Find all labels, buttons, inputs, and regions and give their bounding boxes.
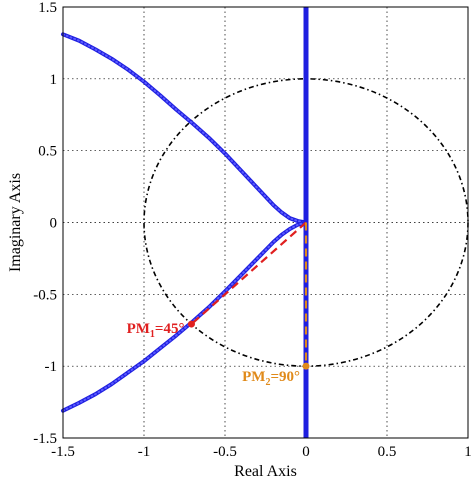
y-axis-label: Imaginary Axis [7, 173, 24, 272]
y-tick-label: 1 [50, 72, 58, 88]
pm-label-1: PM1=45° [127, 321, 185, 340]
y-tick-label: 1.5 [38, 0, 57, 16]
series-dots-0 [62, 33, 307, 224]
y-tick-label: -0.5 [33, 287, 57, 303]
x-tick-label: -1 [138, 444, 151, 460]
x-tick-label: 0 [302, 444, 310, 460]
y-tick-label: 0 [50, 216, 58, 232]
pm-label-2: PM2=90° [242, 369, 300, 388]
tick-labels: -1.5 -1 -0.5 0 0.5 1 -1.5 -1 -0.5 0 0.5 1 1.5 [33, 0, 472, 460]
grid [63, 7, 468, 438]
pm-marker-1 [187, 320, 195, 328]
pm-line-1 [190, 221, 307, 325]
plot-frame [62, 6, 469, 439]
annotations: PM1=45° PM2=90° [127, 320, 310, 388]
x-tick-label: 0.5 [378, 444, 397, 460]
pm-marker-2 [302, 362, 310, 370]
phase-margin-lines [190, 221, 308, 367]
x-axis-label: Real Axis [234, 463, 297, 480]
x-tick-label: 1 [464, 444, 472, 460]
x-tick-label: -0.5 [213, 444, 237, 460]
y-tick-label: -1 [45, 359, 58, 375]
x-tick-label: -1.5 [51, 444, 75, 460]
y-tick-label: -1.5 [33, 431, 57, 447]
series-line-0 [61, 32, 308, 225]
y-tick-label: 0.5 [38, 144, 57, 160]
series-dots-1 [62, 221, 307, 412]
